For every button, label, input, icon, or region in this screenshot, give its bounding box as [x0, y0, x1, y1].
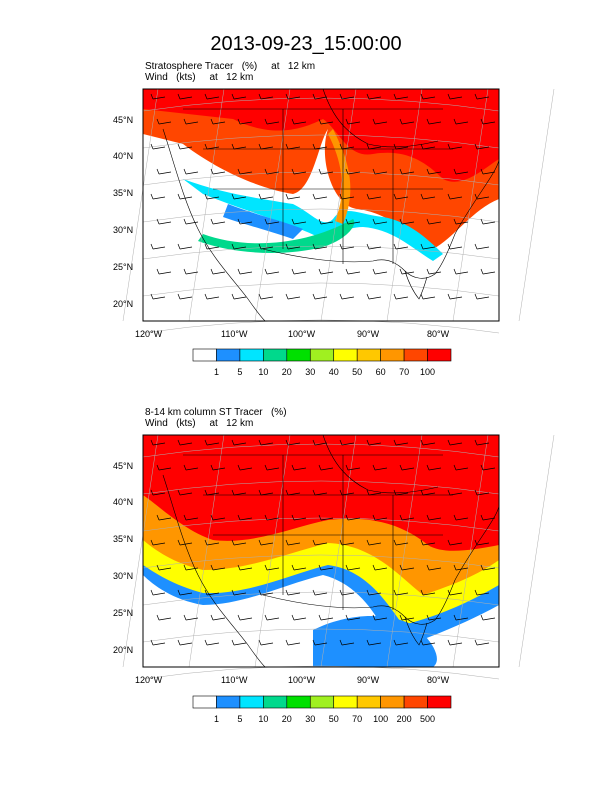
colorbar-label: 70	[399, 367, 410, 377]
panel2-map	[122, 434, 555, 680]
lat-tick-label: 25°N	[113, 262, 134, 272]
colorbar-label: 10	[258, 714, 269, 724]
lat-tick-label: 45°N	[113, 461, 134, 471]
colorbar-label: 200	[396, 714, 412, 724]
lat-tick-label: 40°N	[113, 151, 134, 161]
panel1-map	[122, 88, 555, 334]
colorbar-label: 50	[328, 714, 339, 724]
colorbar-swatch	[356, 348, 381, 362]
colorbar-label: 1	[213, 714, 219, 724]
colorbar-label: 20	[281, 714, 292, 724]
colorbar-swatch	[286, 348, 311, 362]
colorbar-label: 30	[305, 714, 316, 724]
lat-tick-label: 20°N	[113, 645, 134, 655]
colorbar-label: 20	[281, 367, 292, 377]
colorbar-swatch	[239, 695, 264, 709]
colorbar-swatch	[192, 695, 217, 709]
colorbar-swatch	[286, 695, 311, 709]
lat-tick-label: 25°N	[113, 608, 134, 618]
colorbar-label: 50	[352, 367, 363, 377]
panel2-subtitle-2: Wind (kts) at 12 km	[145, 418, 254, 429]
lon-tick-label: 110°W	[221, 675, 248, 685]
colorbar-swatch	[403, 348, 428, 362]
colorbar-swatch	[380, 348, 405, 362]
lon-tick-label: 120°W	[135, 329, 163, 339]
panel1-subtitle-1: Stratosphere Tracer (%) at 12 km	[145, 61, 316, 72]
colorbar-swatch	[263, 695, 288, 709]
colorbar-label: 30	[305, 367, 316, 377]
lat-tick-label: 35°N	[113, 188, 134, 198]
colorbar-swatch	[380, 695, 405, 709]
colorbar-swatch	[333, 695, 358, 709]
colorbar-swatch	[333, 348, 358, 362]
colorbar-label: 5	[237, 714, 243, 724]
colorbar-label: 500	[420, 714, 436, 724]
colorbar-swatch	[192, 348, 217, 362]
colorbar-label: 5	[237, 367, 243, 377]
lon-tick-label: 80°W	[427, 675, 450, 685]
colorbar-swatch	[309, 348, 335, 362]
lon-tick-label: 110°W	[221, 329, 248, 339]
colorbar-swatch	[403, 695, 428, 709]
lat-tick-label: 40°N	[113, 497, 134, 507]
colorbar-swatch	[216, 348, 241, 362]
lon-tick-label: 100°W	[288, 329, 316, 339]
colorbar-swatch	[356, 695, 381, 709]
lat-tick-label: 45°N	[113, 115, 134, 125]
colorbar-label: 40	[328, 367, 339, 377]
colorbar-label: 1	[213, 367, 219, 377]
lon-tick-label: 100°W	[288, 675, 316, 685]
lat-tick-label: 35°N	[113, 534, 134, 544]
lat-tick-label: 20°N	[113, 299, 134, 309]
figure-title: 2013-09-23_15:00:00	[210, 33, 402, 55]
colorbar-swatch	[427, 348, 452, 362]
colorbar-label: 60	[375, 367, 386, 377]
colorbar-swatch	[216, 695, 241, 709]
colorbar-label: 70	[352, 714, 363, 724]
panel2-subtitle-1: 8-14 km column ST Tracer (%)	[145, 407, 287, 418]
lon-tick-label: 90°W	[357, 329, 380, 339]
lon-tick-label: 80°W	[427, 329, 450, 339]
lat-tick-label: 30°N	[113, 571, 134, 581]
colorbar-swatch	[263, 348, 288, 362]
lon-tick-label: 120°W	[135, 675, 163, 685]
colorbar-label: 100	[373, 714, 389, 724]
panel2-colorbar	[192, 695, 452, 709]
colorbar-label: 100	[420, 367, 436, 377]
colorbar-label: 10	[258, 367, 269, 377]
panel1-colorbar	[192, 348, 452, 362]
colorbar-swatch	[239, 348, 264, 362]
colorbar-swatch	[309, 695, 335, 709]
colorbar-swatch	[427, 695, 452, 709]
panel1-subtitle-2: Wind (kts) at 12 km	[145, 72, 254, 83]
lon-tick-label: 90°W	[357, 675, 380, 685]
lat-tick-label: 30°N	[113, 225, 134, 235]
